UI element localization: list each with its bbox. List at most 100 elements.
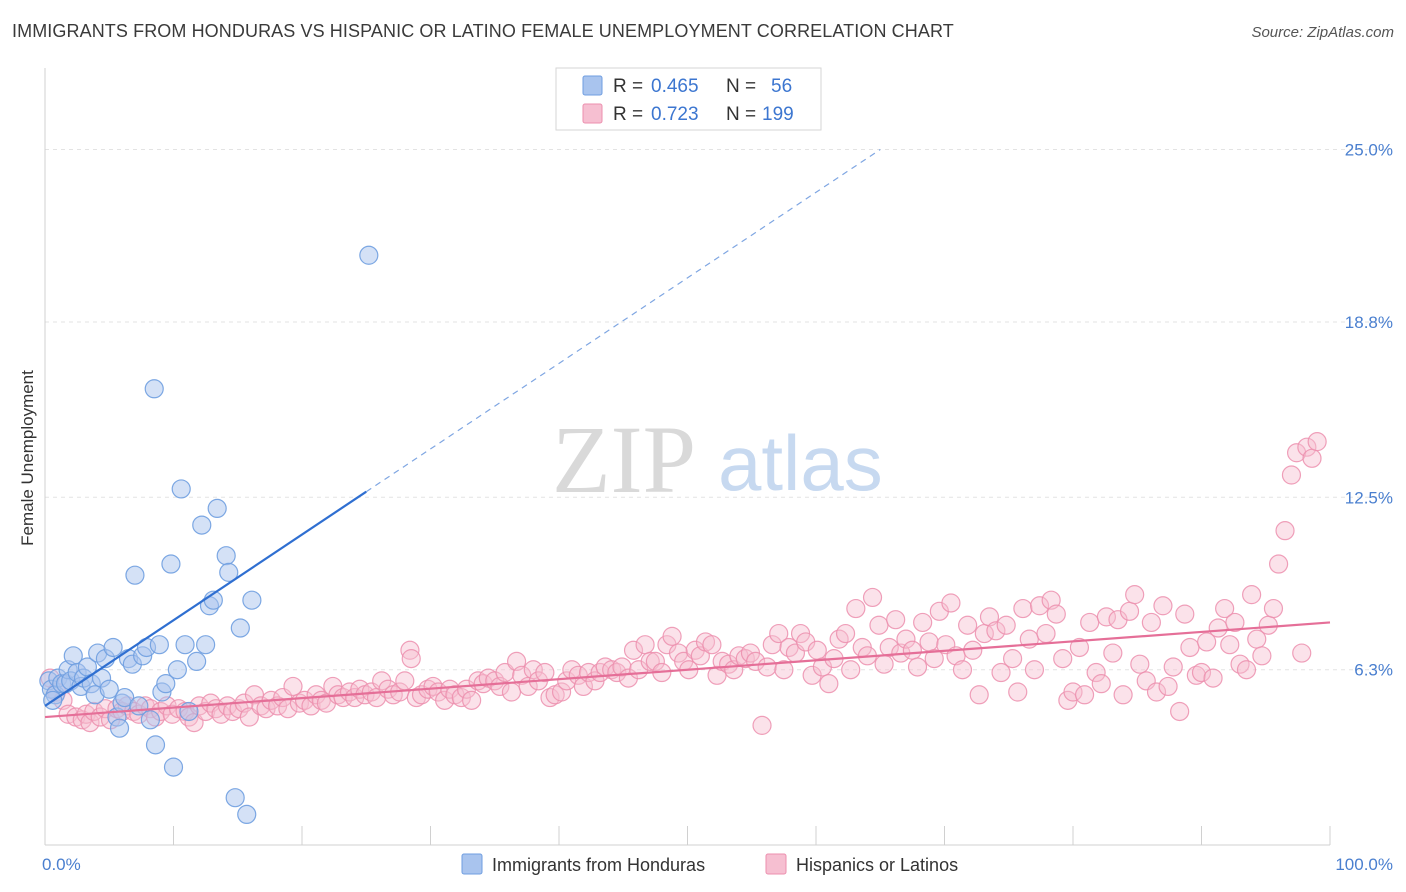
data-point-hispanics [752, 715, 772, 735]
legend-r-value: 0.723 [651, 104, 699, 125]
data-point-hispanics [1268, 554, 1289, 574]
data-point-honduras [115, 687, 135, 708]
data-point-hispanics [1302, 448, 1322, 468]
data-point-hispanics [1153, 596, 1173, 616]
data-point-hispanics [239, 707, 259, 727]
data-point-hispanics [1008, 682, 1028, 702]
data-point-hispanics [635, 635, 655, 655]
data-point-hispanics [1125, 585, 1145, 605]
trend-line-honduras-extended [365, 149, 881, 493]
data-point-hispanics [1292, 643, 1312, 663]
data-point-hispanics [1091, 674, 1111, 694]
data-point-hispanics [1146, 682, 1167, 702]
data-point-hispanics [462, 690, 482, 710]
data-point-honduras [99, 679, 119, 699]
data-point-hispanics [1170, 701, 1190, 722]
data-point-hispanics [969, 685, 989, 705]
watermark-zip: ZIP [552, 406, 696, 513]
data-point-hispanics [217, 696, 238, 716]
data-point-honduras [175, 635, 195, 655]
data-point-hispanics [1225, 612, 1245, 633]
data-point-hispanics [1180, 637, 1200, 658]
data-point-honduras [230, 618, 250, 638]
data-point-hispanics [501, 682, 522, 702]
data-point-hispanics [1203, 668, 1223, 688]
data-point-honduras [216, 546, 236, 566]
data-point-hispanics [1191, 662, 1212, 683]
data-point-hispanics [924, 649, 944, 669]
data-point-hispanics [1281, 465, 1302, 485]
data-point-hispanics [662, 626, 682, 646]
data-point-honduras [140, 710, 160, 730]
data-point-hispanics [1080, 612, 1100, 633]
legend-r-value: 0.465 [651, 76, 699, 97]
data-point-hispanics [645, 651, 665, 672]
data-point-hispanics [607, 662, 627, 683]
data-point-hispanics [902, 640, 922, 660]
trend-line-honduras [44, 490, 367, 707]
tick-labels: 6.3% 12.5% 18.8% 25.0% 0.0% 100.0% [42, 141, 1393, 874]
data-point-honduras [144, 379, 164, 399]
data-point-hispanics [1074, 685, 1095, 705]
data-point-hispanics [1119, 601, 1140, 621]
data-point-hispanics [958, 615, 978, 635]
axes [44, 68, 1331, 846]
data-point-hispanics [1307, 432, 1327, 452]
data-point-hispanics [540, 687, 560, 708]
data-point-hispanics [835, 623, 856, 644]
data-point-honduras [187, 651, 207, 672]
legend-top: R = 0.465 N = 56 R = 0.723 N = 199 [555, 67, 822, 131]
data-point-honduras [225, 788, 245, 808]
data-point-hispanics [819, 674, 839, 694]
data-point-hispanics [896, 629, 916, 649]
x-tick-label: 100.0% [1335, 855, 1393, 874]
data-point-hispanics [941, 593, 961, 613]
data-point-hispanics [495, 662, 515, 683]
data-point-honduras [207, 498, 227, 518]
x-tick-label: 0.0% [42, 855, 81, 874]
data-point-hispanics [1036, 623, 1056, 644]
data-point-honduras [192, 515, 212, 535]
data-point-honduras [103, 637, 123, 658]
y-tick-label: 12.5% [1345, 488, 1393, 507]
data-point-hispanics [991, 662, 1011, 683]
data-point-honduras [196, 635, 216, 655]
data-point-hispanics [1263, 598, 1284, 619]
legend-r-label: R = [613, 76, 643, 97]
legend-bottom-label-honduras: Immigrants from Honduras [492, 855, 705, 875]
data-point-honduras [167, 660, 187, 680]
data-point-hispanics [1242, 585, 1262, 605]
data-point-hispanics [1275, 521, 1295, 541]
data-point-hispanics [283, 676, 303, 697]
data-point-hispanics [1252, 646, 1272, 666]
legend-n-value: 56 [771, 76, 792, 97]
data-point-hispanics [1141, 612, 1161, 633]
data-point-hispanics [1003, 649, 1023, 669]
data-point-hispanics [1053, 649, 1073, 669]
data-point-hispanics [769, 623, 789, 644]
data-point-hispanics [869, 615, 889, 635]
trend-lines [44, 149, 1331, 719]
data-point-hispanics [535, 662, 555, 683]
data-point-hispanics [1029, 596, 1050, 616]
legend-n-value: 199 [762, 104, 794, 125]
data-point-hispanics [1024, 660, 1045, 680]
data-point-hispanics [886, 610, 906, 630]
data-point-hispanics [423, 676, 443, 697]
trend-line-hispanics [44, 621, 1331, 719]
data-point-hispanics [952, 660, 973, 680]
data-point-hispanics [1163, 657, 1183, 677]
data-point-hispanics [846, 598, 866, 619]
y-tick-label: 18.8% [1345, 313, 1393, 332]
legend-bottom-swatch-hispanics [765, 853, 787, 875]
y-tick-label: 6.3% [1354, 661, 1393, 680]
y-tick-label: 25.0% [1345, 141, 1393, 160]
data-point-honduras [242, 590, 262, 610]
data-point-hispanics [874, 654, 894, 674]
watermark: ZIP atlas [552, 406, 883, 513]
data-point-hispanics [612, 657, 632, 677]
watermark-atlas: atlas [718, 419, 883, 507]
data-point-hispanics [762, 635, 782, 655]
data-point-hispanics [1103, 643, 1123, 663]
series-hispanics-points [40, 432, 1327, 735]
